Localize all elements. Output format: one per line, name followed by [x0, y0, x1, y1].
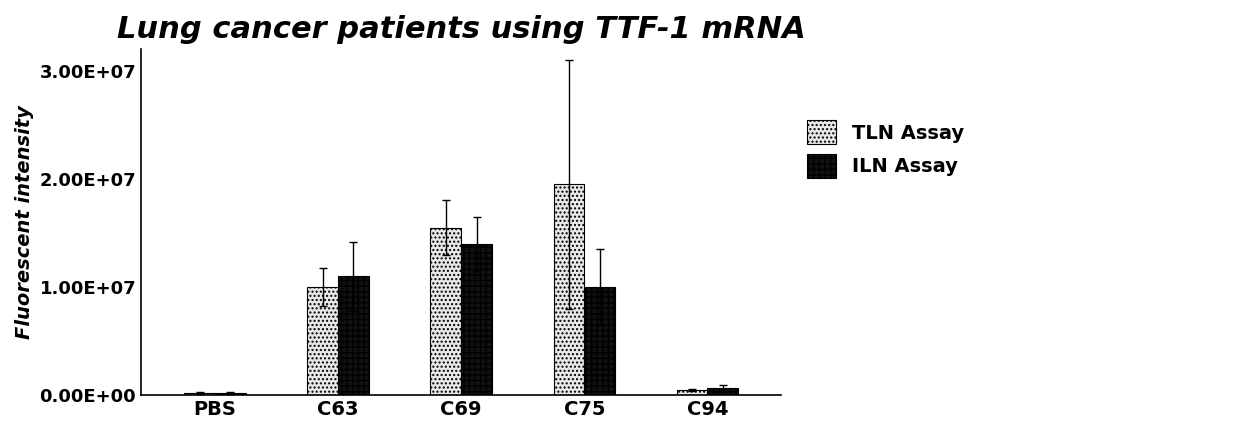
Legend: TLN Assay, ILN Assay: TLN Assay, ILN Assay — [797, 111, 973, 187]
Y-axis label: Fluorescent intensity: Fluorescent intensity — [15, 105, 33, 339]
Bar — [584, 287, 615, 395]
Bar — [215, 393, 246, 395]
Bar — [430, 227, 461, 395]
Bar — [461, 244, 492, 395]
Bar — [185, 393, 215, 395]
Bar — [708, 388, 738, 395]
Bar — [553, 184, 584, 395]
Bar — [308, 287, 339, 395]
Bar — [677, 390, 708, 395]
Bar — [339, 276, 368, 395]
Title: Lung cancer patients using TTF-1 mRNA: Lung cancer patients using TTF-1 mRNA — [117, 15, 806, 44]
